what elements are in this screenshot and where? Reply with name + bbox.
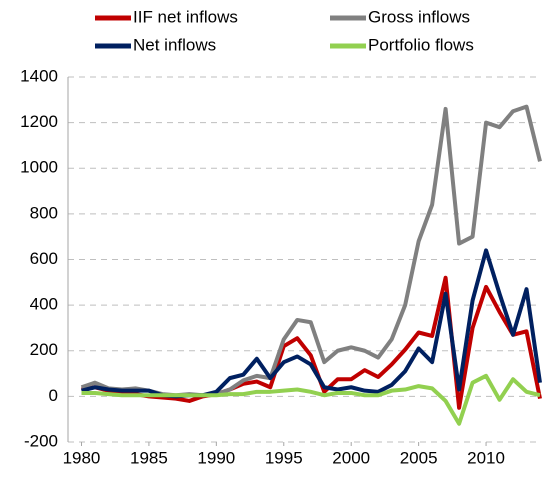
x-tick-label: 2005 bbox=[400, 448, 438, 467]
y-tick-label: 800 bbox=[30, 203, 58, 222]
y-tick-label: 1400 bbox=[20, 66, 58, 85]
legend-label: Net inflows bbox=[133, 35, 216, 54]
x-tick-label: 2000 bbox=[332, 448, 370, 467]
y-tick-label: 200 bbox=[30, 340, 58, 359]
y-tick-label: 600 bbox=[30, 249, 58, 268]
series-line bbox=[81, 373, 541, 426]
x-tick-label: 2010 bbox=[467, 448, 505, 467]
legend-label: Gross inflows bbox=[368, 7, 470, 26]
y-tick-label: -200 bbox=[24, 431, 58, 450]
x-tick-label: 1980 bbox=[63, 448, 101, 467]
legend-label: IIF net inflows bbox=[133, 7, 238, 26]
legend-label: Portfolio flows bbox=[368, 35, 474, 54]
series-line bbox=[80, 104, 542, 398]
x-tick-label: 1985 bbox=[130, 448, 168, 467]
y-tick-label: 1000 bbox=[20, 158, 58, 177]
x-tick-label: 1995 bbox=[265, 448, 303, 467]
y-tick-label: 1200 bbox=[20, 112, 58, 131]
y-tick-label: 0 bbox=[49, 386, 58, 405]
x-tick-label: 1990 bbox=[197, 448, 235, 467]
y-tick-label: 400 bbox=[30, 295, 58, 314]
